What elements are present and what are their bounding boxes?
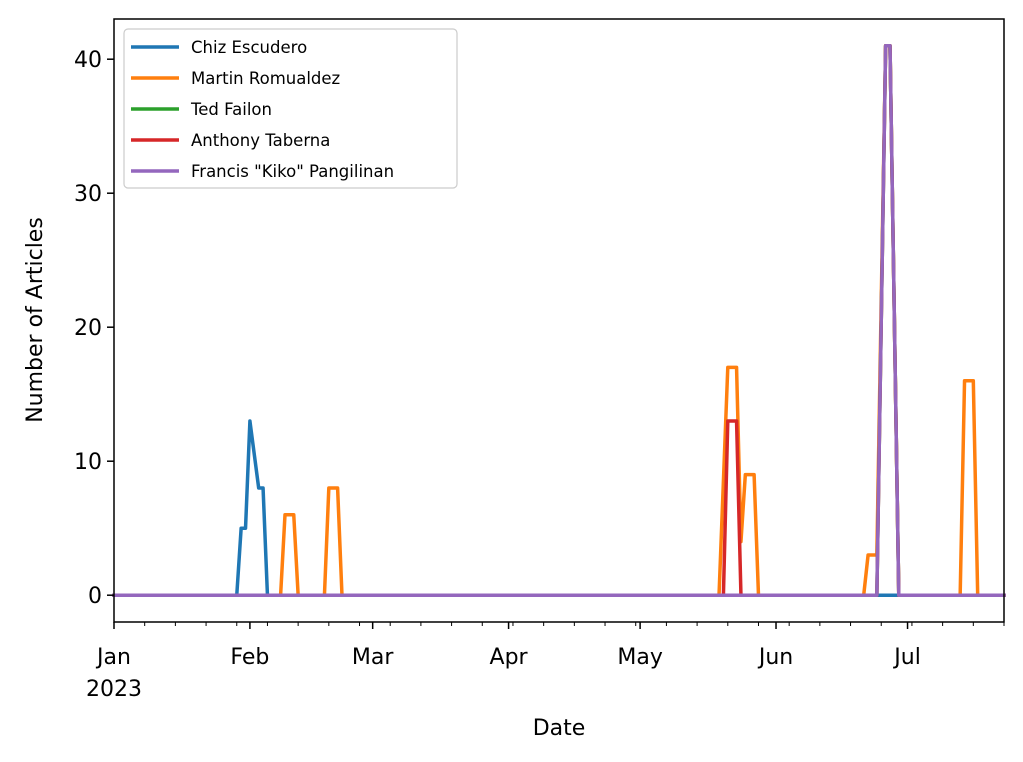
y-axis: 0 10 20 30 40 [74,48,114,609]
x-tick-label: Jan [95,645,131,670]
legend-label: Francis "Kiko" Pangilinan [191,162,394,181]
y-tick-label: 0 [88,584,102,609]
series-layer [112,44,1006,597]
y-tick-label: 40 [74,48,102,73]
plot-frame [113,18,1005,623]
x-tick-sublabel: 2023 [86,677,142,702]
legend-label: Chiz Escudero [191,38,307,57]
y-axis-title: Number of Articles [23,217,48,423]
legend-box [123,28,458,189]
legend: Chiz Escudero Martin Romualdez Ted Failon A… [123,28,458,189]
x-tick-label: Apr [490,645,529,670]
x-tick-label: Feb [230,645,269,670]
x-tick-label: May [617,645,662,670]
x-tick-label: Jun [757,645,793,670]
x-axis: Jan 2023 Feb Mar Apr May Jun Jul [86,622,1005,702]
y-tick-label: 20 [74,316,102,341]
series-line-1 [112,419,1006,597]
x-tick-label: Mar [352,645,394,670]
legend-label: Ted Failon [190,100,272,119]
y-tick-label: 30 [74,182,102,207]
legend-label: Anthony Taberna [191,131,330,150]
series-line-5 [112,44,1006,597]
x-tick-label: Jul [892,645,921,670]
y-tick-label: 10 [74,450,102,475]
x-axis-title: Date [533,716,586,741]
legend-label: Martin Romualdez [191,69,340,88]
